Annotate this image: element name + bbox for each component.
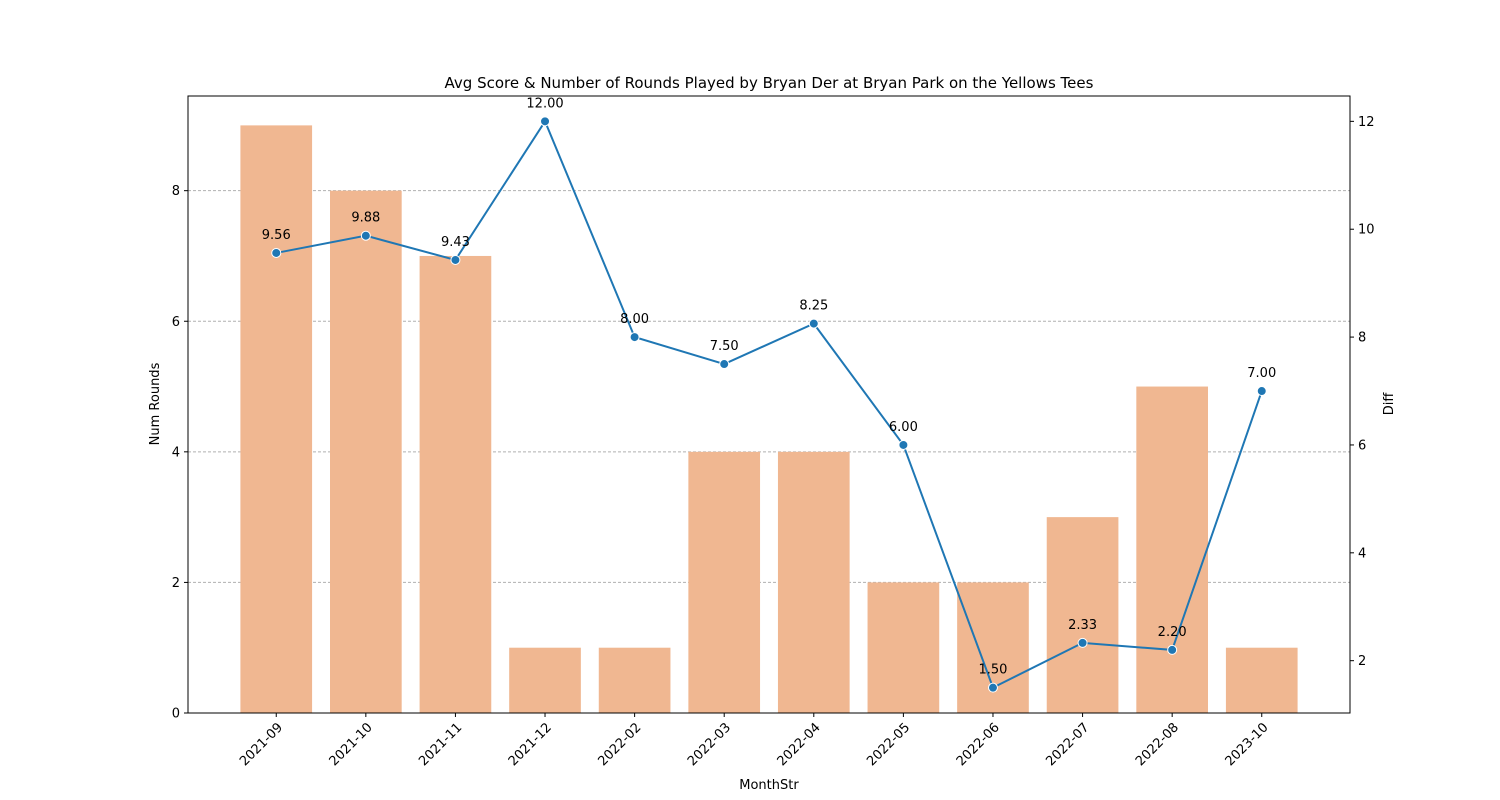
x-tick-label: 2022-04 xyxy=(775,720,824,769)
right-y-tick-label: 2 xyxy=(1358,654,1366,669)
x-tick-label: 2022-05 xyxy=(864,720,913,769)
right-y-tick-label: 6 xyxy=(1358,438,1366,453)
bar xyxy=(688,451,761,713)
data-label: 8.00 xyxy=(620,312,649,327)
line-point xyxy=(1256,386,1267,397)
bar xyxy=(598,647,671,713)
line-point xyxy=(271,247,282,258)
right-y-axis: 2 4 6 8 10 12 xyxy=(1350,115,1375,669)
line-point xyxy=(719,359,730,370)
x-tick-label: 2021-09 xyxy=(237,720,286,769)
line-point xyxy=(450,254,461,265)
x-tick-label: 2021-11 xyxy=(416,720,465,769)
bar xyxy=(867,582,940,713)
data-label: 9.43 xyxy=(441,235,470,250)
line-point xyxy=(540,116,551,127)
right-y-tick-label: 4 xyxy=(1358,546,1366,561)
x-tick-label: 2022-03 xyxy=(685,720,734,769)
x-tick-label: 2021-12 xyxy=(506,720,555,769)
line-point xyxy=(1077,637,1088,648)
line-point xyxy=(1167,644,1178,655)
bar xyxy=(777,451,850,713)
data-label: 2.20 xyxy=(1158,625,1187,640)
left-y-tick-label: 6 xyxy=(172,315,180,330)
series-line xyxy=(276,119,1263,690)
bar xyxy=(509,647,581,713)
bar-series xyxy=(240,125,1298,714)
x-axis-label: MonthStr xyxy=(739,778,799,793)
data-label: 9.88 xyxy=(351,211,380,226)
line-point xyxy=(808,318,819,329)
left-y-tick-label: 2 xyxy=(172,576,180,591)
line-point xyxy=(629,332,640,343)
left-y-tick-label: 8 xyxy=(172,184,180,199)
x-tick-label: 2022-06 xyxy=(954,720,1003,769)
x-tick-label: 2022-07 xyxy=(1043,720,1092,769)
data-label: 1.50 xyxy=(979,663,1008,678)
bar xyxy=(419,255,492,714)
right-y-tick-label: 10 xyxy=(1358,223,1375,238)
bar xyxy=(1136,386,1208,713)
line-point xyxy=(898,439,909,450)
left-y-axis-label: Num Rounds xyxy=(148,362,163,445)
data-label: 12.00 xyxy=(526,96,563,111)
x-axis: 2021-09 2021-10 2021-11 2021-12 2022-02 2022-… xyxy=(237,713,1272,769)
data-label: 7.50 xyxy=(710,339,739,354)
left-y-axis: 0 2 4 6 8 xyxy=(172,184,188,722)
data-label: 7.00 xyxy=(1247,366,1276,381)
line-point xyxy=(987,682,998,693)
data-label: 9.56 xyxy=(262,228,291,243)
left-y-tick-label: 0 xyxy=(172,707,180,722)
bar xyxy=(1225,647,1298,713)
data-label: 6.00 xyxy=(889,420,918,435)
bar xyxy=(240,125,313,713)
right-y-tick-label: 8 xyxy=(1358,331,1366,346)
bar xyxy=(1046,517,1119,713)
x-tick-label: 2022-02 xyxy=(595,720,644,769)
x-tick-label: 2023-10 xyxy=(1223,720,1272,769)
data-label: 2.33 xyxy=(1068,618,1097,633)
chart-title: Avg Score & Number of Rounds Played by B… xyxy=(445,74,1094,92)
line-point xyxy=(360,230,371,241)
right-y-axis-label: Diff xyxy=(1382,392,1397,416)
right-y-tick-label: 12 xyxy=(1358,115,1375,130)
left-y-tick-label: 4 xyxy=(172,445,180,460)
plot-frame xyxy=(187,95,1351,714)
bar xyxy=(330,190,402,714)
line-series: 9.56 9.88 9.43 12.00 8.00 7.50 8.25 6.00 1.50 2.3… xyxy=(262,96,1276,693)
x-tick-label: 2022-08 xyxy=(1133,720,1182,769)
data-label: 8.25 xyxy=(799,299,828,314)
bar xyxy=(957,582,1029,713)
x-tick-label: 2021-10 xyxy=(327,720,376,769)
